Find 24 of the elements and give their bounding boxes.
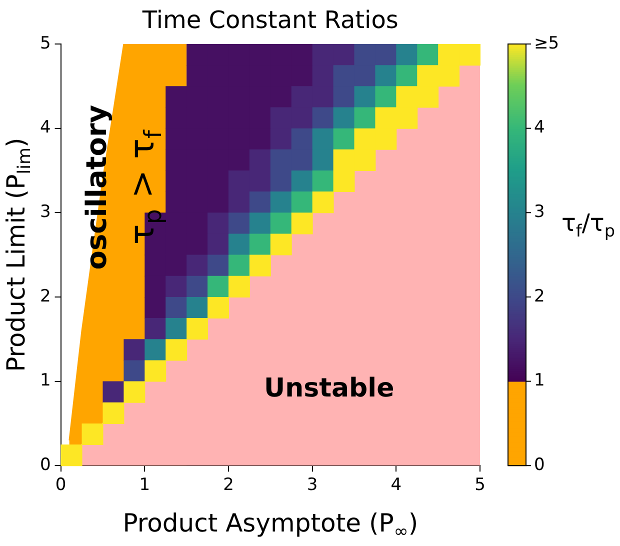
x-tick-label: 2 <box>223 475 234 496</box>
x-tick-label: 5 <box>474 475 486 496</box>
x-tick-label: 0 <box>55 475 66 496</box>
color-bar-label: ≥5 <box>534 33 560 54</box>
chart-title: Time Constant Ratios <box>141 6 398 34</box>
y-tick-label: 5 <box>40 33 51 54</box>
y-tick-label: 2 <box>40 286 51 306</box>
y-axis-title: Product Limit (Plim) <box>2 138 36 372</box>
color-bar-label: 4 <box>534 118 545 138</box>
annotation: τp > τf <box>122 129 168 245</box>
color-bar-label: 1 <box>534 370 545 391</box>
x-tick-label: 3 <box>306 475 318 496</box>
x-axis-title: Product Asymptote (P∞) <box>122 508 418 542</box>
y-tick-label: 4 <box>40 118 51 138</box>
y-tick-label: 1 <box>40 370 51 391</box>
y-tick-label: 3 <box>40 202 51 222</box>
x-tick-label: 1 <box>139 475 150 496</box>
annotation: oscillatory <box>80 104 113 270</box>
annotation: Unstable <box>264 373 394 404</box>
color-bar-label: 3 <box>534 202 545 222</box>
y-tick-label: 0 <box>40 455 51 476</box>
color-bar-label: 2 <box>534 286 545 306</box>
x-tick-label: 4 <box>390 475 402 496</box>
color-bar-label: 0 <box>534 455 545 476</box>
